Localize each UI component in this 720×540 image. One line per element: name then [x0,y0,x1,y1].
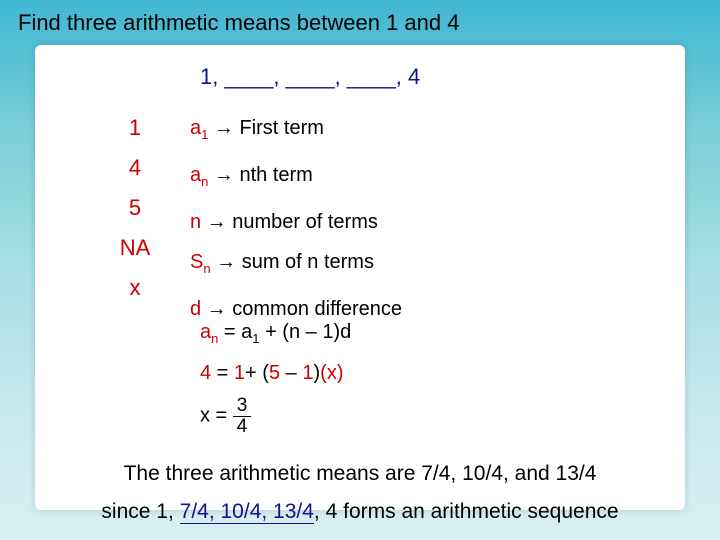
formula-general: an = a1 + (n – 1)d [200,315,351,356]
value-an: 4 [105,148,165,188]
formula-substituted: 4 = 1+ (5 – 1)(x) [200,356,351,390]
definitions-column: a1 → First term an → nth term n → number… [190,108,402,329]
def-first-term: a1 → First term [190,108,402,155]
value-n: 5 [105,188,165,228]
formula-result: x = 34 [200,396,351,437]
def-nth-term: an → nth term [190,155,402,202]
given-values-column: 1 4 5 NA x [105,108,165,308]
problem-title: Find three arithmetic means between 1 an… [18,10,459,36]
def-sum: Sn → sum of n terms [190,242,402,289]
sequence-blanks: 1, ____, ____, ____, 4 [200,64,420,90]
answer-line-2: since 1, 7/4, 10/4, 13/4, 4 forms an ari… [0,500,720,524]
answer-line-1: The three arithmetic means are 7/4, 10/4… [0,462,720,486]
formula-block: an = a1 + (n – 1)d 4 = 1+ (5 – 1)(x) x =… [200,315,351,437]
value-a1: 1 [105,108,165,148]
def-number-of-terms: n → number of terms [190,202,402,242]
underlined-means: 7/4, 10/4, 13/4 [180,500,314,524]
value-d: x [105,268,165,308]
value-sn: NA [105,228,165,268]
